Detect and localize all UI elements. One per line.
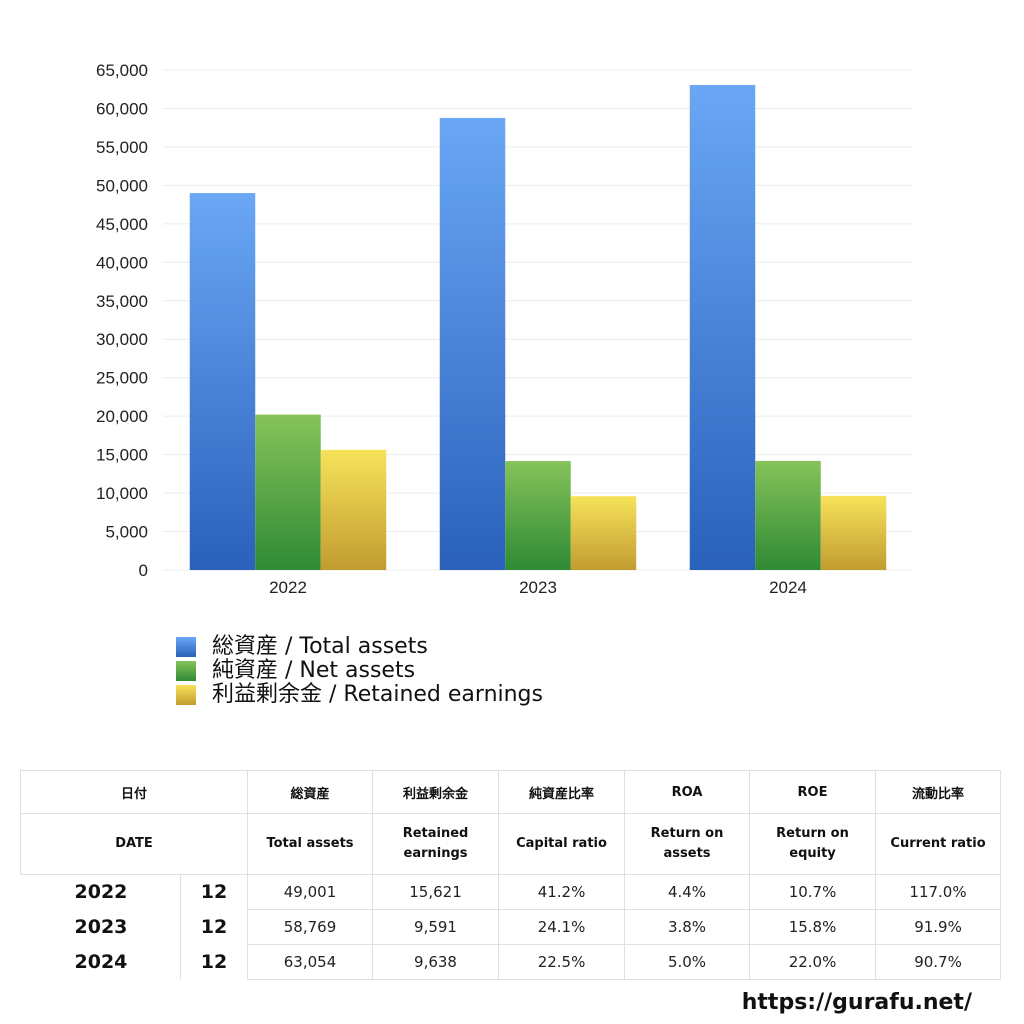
cell-current-ratio: 90.7% <box>875 944 1002 980</box>
bars <box>189 84 887 571</box>
y-tick-label: 35,000 <box>96 292 148 311</box>
cell-retained-earnings: 9,638 <box>372 944 500 980</box>
header-capital-ratio-en: Capital ratio <box>498 813 626 875</box>
bar-net-assets-2024 <box>755 460 821 570</box>
header-roa-en-line1: Return on <box>650 826 724 841</box>
bar-net-assets-2023 <box>505 461 571 570</box>
cell-roa: 5.0% <box>624 944 751 980</box>
bar-chart: 0 5,000 10,000 15,000 20,000 25,000 30,000 35,0… <box>96 61 913 597</box>
cell-capital-ratio: 41.2% <box>498 874 626 910</box>
legend-swatch-retained-earnings <box>176 685 196 705</box>
y-tick-label: 30,000 <box>96 330 148 349</box>
cell-month: 12 <box>180 874 249 910</box>
legend-label-net-assets: 純資産 / Net assets <box>212 658 416 683</box>
cell-roe: 15.8% <box>749 909 877 945</box>
y-tick-label: 40,000 <box>96 253 148 272</box>
cell-year: 2023 <box>20 909 181 945</box>
bar-net-assets-2022 <box>255 414 321 570</box>
y-tick-label: 60,000 <box>96 99 148 118</box>
legend-label-total-assets: 総資産 / Total assets <box>212 634 428 659</box>
bar-total-assets-2022 <box>189 193 256 571</box>
header-roa-en-line2: assets <box>663 846 711 861</box>
cell-total-assets: 58,769 <box>247 909 374 945</box>
header-total-assets-jp: 総資産 <box>247 770 374 814</box>
grid-lines <box>163 69 913 571</box>
header-date-jp: 日付 <box>19 770 249 814</box>
legend-swatch-total-assets <box>176 637 196 657</box>
cell-current-ratio: 91.9% <box>875 909 1002 945</box>
header-capital-ratio-jp: 純資産比率 <box>498 770 626 814</box>
legend-item-retained-earnings: 利益剰余金 / Retained earnings <box>176 683 543 707</box>
cell-roa: 4.4% <box>624 874 751 910</box>
site-url[interactable]: https://gurafu.net/ <box>741 990 972 1015</box>
x-axis-ticks: 2022 2023 2024 <box>269 578 807 597</box>
header-roe-jp: ROE <box>749 770 877 814</box>
header-retained-earnings-en: Retained earnings <box>372 813 500 875</box>
header-roe-en: Return on equity <box>749 813 877 875</box>
cell-retained-earnings: 9,591 <box>372 909 500 945</box>
y-tick-label: 65,000 <box>96 61 148 80</box>
cell-retained-earnings: 15,621 <box>372 874 500 910</box>
cell-month: 12 <box>180 944 249 980</box>
header-date-en: DATE <box>19 813 249 875</box>
cell-year: 2024 <box>20 944 181 980</box>
y-tick-label: 15,000 <box>96 446 148 465</box>
table-row: 2024 12 63,054 9,638 22.5% 5.0% 22.0% 90… <box>20 944 1002 980</box>
cell-month: 12 <box>180 909 249 945</box>
header-retained-earnings-en-line2: earnings <box>403 846 468 861</box>
cell-roe: 10.7% <box>749 874 877 910</box>
x-tick-label: 2022 <box>269 578 307 597</box>
y-tick-label: 10,000 <box>96 484 148 503</box>
x-tick-label: 2024 <box>769 578 807 597</box>
legend: 総資産 / Total assets 純資産 / Net assets 利益剰余… <box>176 635 543 707</box>
header-roa-jp: ROA <box>624 770 751 814</box>
bar-retained-earnings-2023 <box>570 496 637 570</box>
bar-total-assets-2023 <box>439 117 506 570</box>
cell-year: 2022 <box>20 874 181 910</box>
cell-total-assets: 63,054 <box>247 944 374 980</box>
bar-total-assets-2024 <box>689 84 756 570</box>
cell-total-assets: 49,001 <box>247 874 374 910</box>
legend-label-retained-earnings: 利益剰余金 / Retained earnings <box>212 682 543 707</box>
legend-item-net-assets: 純資産 / Net assets <box>176 659 543 683</box>
header-roa-en: Return on assets <box>624 813 751 875</box>
x-tick-label: 2023 <box>519 578 557 597</box>
header-roe-en-line2: equity <box>789 846 836 861</box>
y-tick-label: 45,000 <box>96 215 148 234</box>
legend-swatch-net-assets <box>176 661 196 681</box>
y-tick-label: 5,000 <box>105 523 148 542</box>
y-tick-label: 50,000 <box>96 176 148 195</box>
cell-roa: 3.8% <box>624 909 751 945</box>
cell-capital-ratio: 24.1% <box>498 909 626 945</box>
y-axis-ticks: 0 5,000 10,000 15,000 20,000 25,000 30,000 35,0… <box>96 61 148 580</box>
table-row: 2022 12 49,001 15,621 41.2% 4.4% 10.7% 1… <box>20 874 1002 910</box>
cell-roe: 22.0% <box>749 944 877 980</box>
table-header-en: DATE Total assets Retained earnings Capit… <box>19 813 1002 875</box>
legend-item-total-assets: 総資産 / Total assets <box>176 635 543 659</box>
table-row: 2023 12 58,769 9,591 24.1% 3.8% 15.8% 91… <box>20 909 1002 945</box>
cell-current-ratio: 117.0% <box>875 874 1002 910</box>
y-tick-label: 55,000 <box>96 138 148 157</box>
header-current-ratio-en: Current ratio <box>875 813 1002 875</box>
bar-retained-earnings-2022 <box>320 449 387 570</box>
financial-metrics-table: 日付 総資産 利益剰余金 純資産比率 ROA ROE 流動比率 DATE Tot… <box>19 770 1002 980</box>
header-roe-en-line1: Return on <box>776 826 849 841</box>
table-header-jp: 日付 総資産 利益剰余金 純資産比率 ROA ROE 流動比率 <box>19 770 1002 814</box>
header-retained-earnings-en-line1: Retained <box>402 826 469 841</box>
header-total-assets-en: Total assets <box>247 813 374 875</box>
cell-capital-ratio: 22.5% <box>498 944 626 980</box>
bar-retained-earnings-2024 <box>820 495 887 570</box>
header-retained-earnings-jp: 利益剰余金 <box>372 770 500 814</box>
y-tick-label: 0 <box>139 561 148 580</box>
y-tick-label: 25,000 <box>96 369 148 388</box>
header-current-ratio-jp: 流動比率 <box>875 770 1002 814</box>
y-tick-label: 20,000 <box>96 407 148 426</box>
